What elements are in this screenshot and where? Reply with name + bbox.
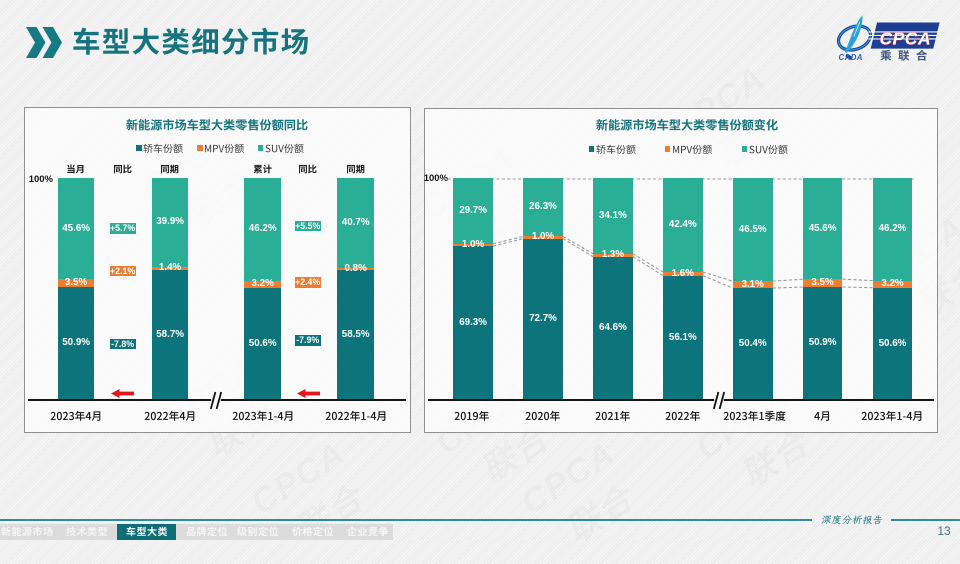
- svg-text:CPCA: CPCA: [880, 29, 932, 49]
- svg-text:CADA: CADA: [839, 53, 863, 62]
